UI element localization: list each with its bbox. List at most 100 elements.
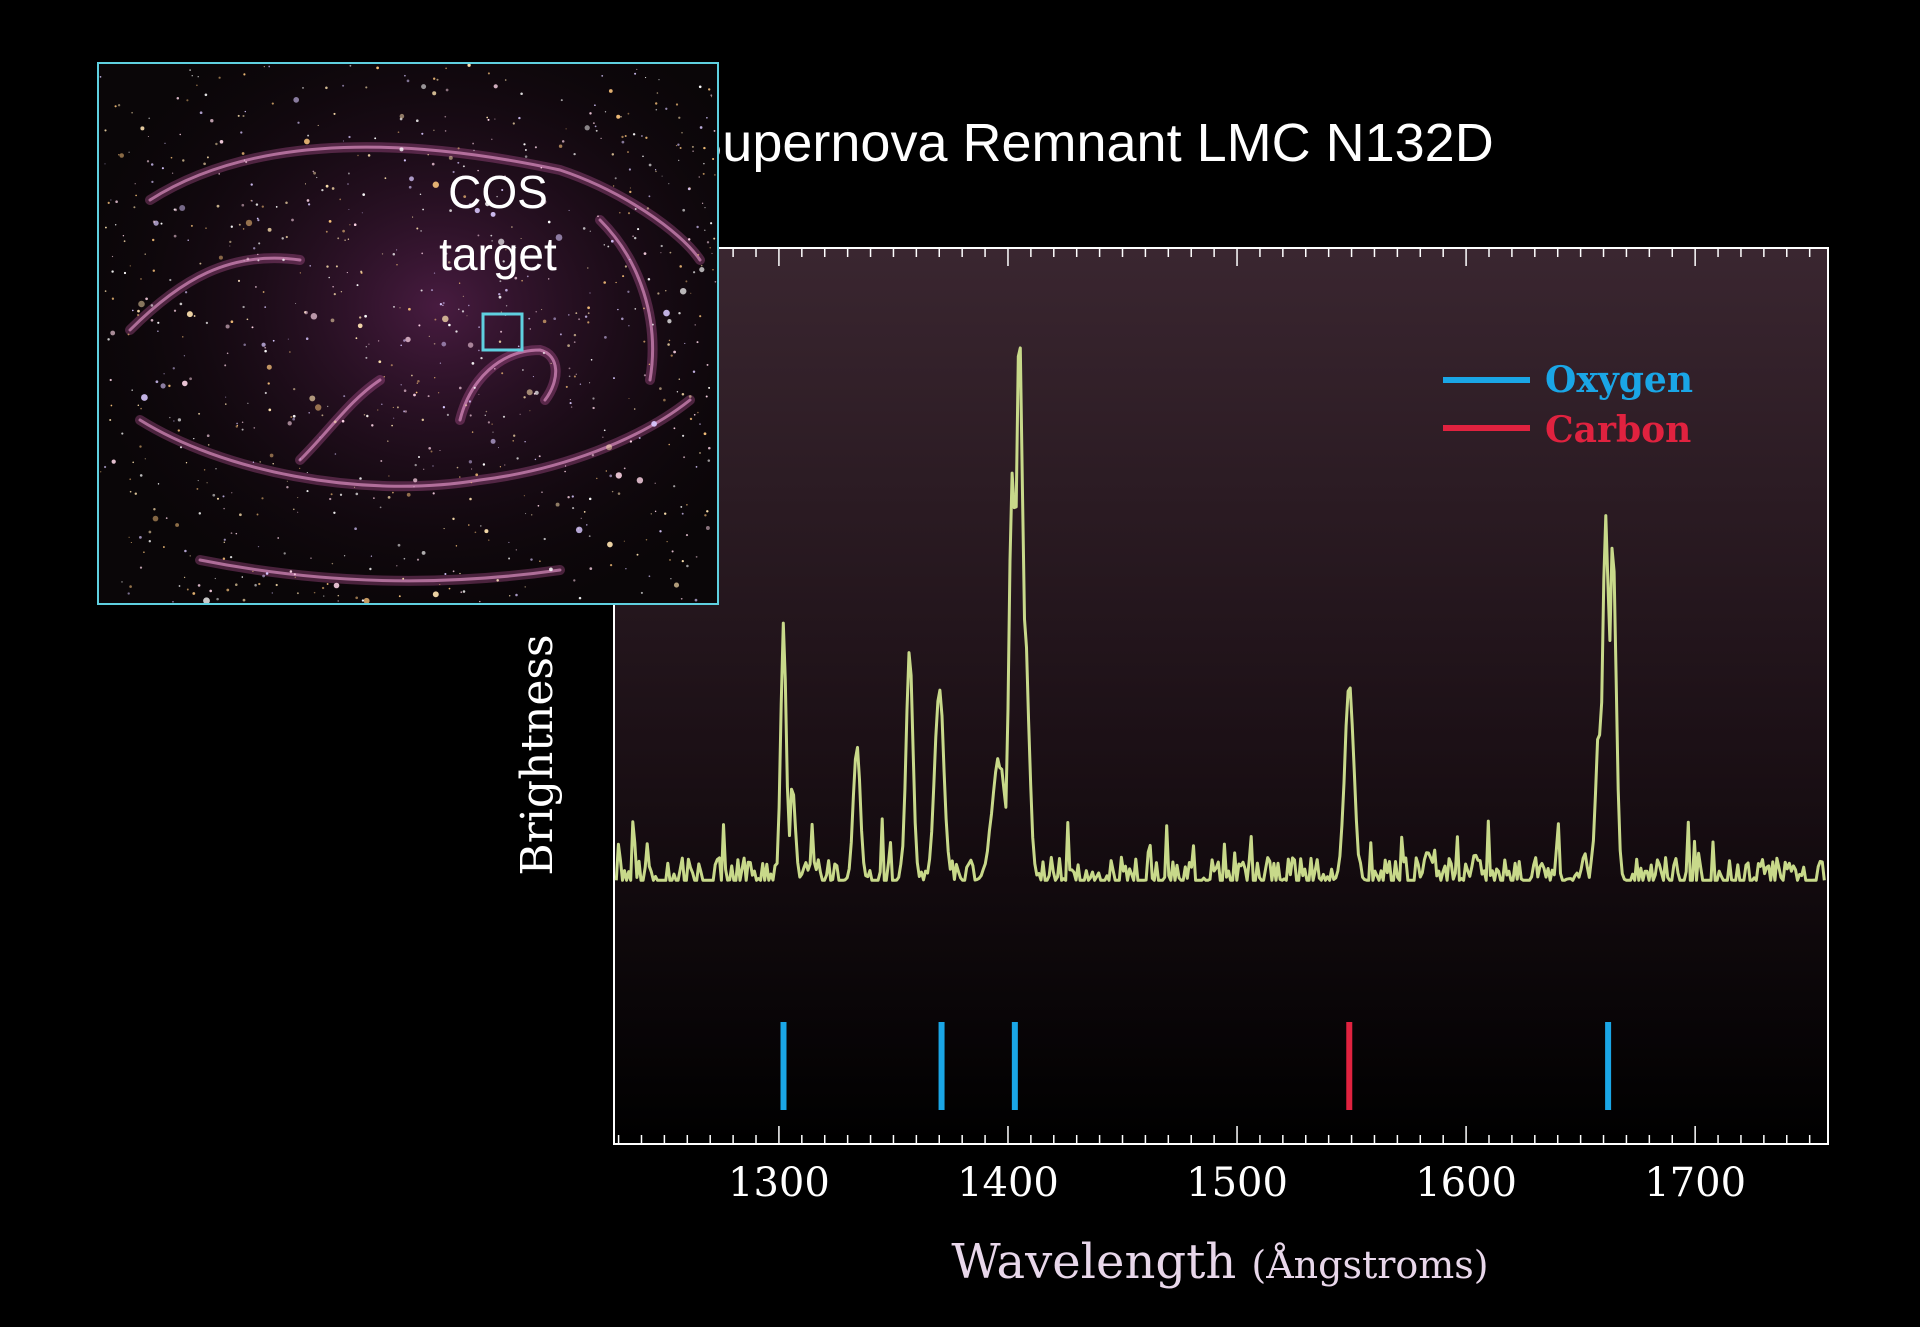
star xyxy=(140,126,145,131)
star xyxy=(413,393,416,397)
star xyxy=(586,524,588,526)
star xyxy=(475,473,479,477)
star xyxy=(325,86,328,90)
star xyxy=(199,111,203,115)
star xyxy=(256,513,259,516)
star xyxy=(487,118,490,121)
star xyxy=(173,234,177,238)
star xyxy=(666,541,668,543)
star xyxy=(636,68,638,70)
star xyxy=(261,205,264,208)
star xyxy=(427,153,429,156)
star xyxy=(468,203,472,206)
star xyxy=(452,170,455,174)
star xyxy=(110,199,112,201)
star xyxy=(568,209,570,211)
star xyxy=(668,183,670,185)
legend-oxygen-label: Oxygen xyxy=(1545,359,1693,401)
star xyxy=(333,293,336,296)
star xyxy=(663,309,670,317)
star xyxy=(325,184,329,188)
star xyxy=(658,79,660,81)
star xyxy=(471,468,473,470)
star xyxy=(307,203,311,206)
star xyxy=(175,523,180,527)
star xyxy=(685,534,689,537)
star xyxy=(361,212,363,214)
star xyxy=(459,572,461,575)
star xyxy=(678,378,681,380)
star xyxy=(688,395,692,398)
star xyxy=(356,284,359,287)
star xyxy=(524,149,527,151)
star xyxy=(512,122,515,125)
star xyxy=(326,583,329,585)
star xyxy=(627,112,630,115)
star xyxy=(225,403,227,405)
star xyxy=(257,253,259,256)
star xyxy=(439,303,443,306)
star xyxy=(697,411,699,414)
star xyxy=(418,456,420,458)
star xyxy=(538,455,541,458)
star xyxy=(479,525,482,527)
star xyxy=(417,379,420,383)
star xyxy=(512,440,514,442)
star xyxy=(137,313,140,317)
star xyxy=(633,236,637,240)
inset-border xyxy=(97,62,719,605)
star xyxy=(671,550,674,553)
star xyxy=(315,404,322,411)
star xyxy=(203,469,206,471)
star xyxy=(131,111,133,114)
star xyxy=(471,431,474,433)
star xyxy=(261,497,264,500)
star xyxy=(251,200,253,202)
star xyxy=(321,188,324,192)
star xyxy=(565,385,568,388)
star xyxy=(559,333,562,336)
star xyxy=(548,278,550,280)
star xyxy=(434,377,436,379)
star xyxy=(397,543,401,547)
star xyxy=(244,110,246,113)
star xyxy=(462,590,466,593)
star xyxy=(681,131,683,134)
star xyxy=(680,597,683,600)
star xyxy=(216,204,220,208)
star xyxy=(144,458,146,460)
star xyxy=(411,374,413,377)
star xyxy=(525,513,527,515)
star xyxy=(148,530,152,534)
star xyxy=(693,413,696,416)
star xyxy=(104,163,106,165)
star xyxy=(612,185,615,187)
star xyxy=(669,559,671,561)
star xyxy=(431,162,435,166)
star xyxy=(628,168,631,171)
star xyxy=(271,592,273,594)
star xyxy=(348,135,351,139)
star xyxy=(179,446,183,449)
star xyxy=(307,134,310,137)
star xyxy=(477,234,480,237)
star xyxy=(524,586,526,588)
star xyxy=(128,151,130,153)
star xyxy=(305,337,309,340)
star xyxy=(257,545,260,548)
spectrum-series xyxy=(614,346,1826,882)
star xyxy=(697,253,700,256)
star xyxy=(419,193,422,196)
star xyxy=(359,316,362,319)
star xyxy=(328,276,331,279)
star xyxy=(403,389,407,392)
star xyxy=(306,471,308,474)
star xyxy=(567,495,570,499)
star xyxy=(463,195,467,198)
star xyxy=(344,239,346,241)
star xyxy=(235,532,238,535)
star xyxy=(534,458,537,461)
star xyxy=(257,259,260,262)
star xyxy=(571,495,574,498)
star xyxy=(347,172,350,175)
